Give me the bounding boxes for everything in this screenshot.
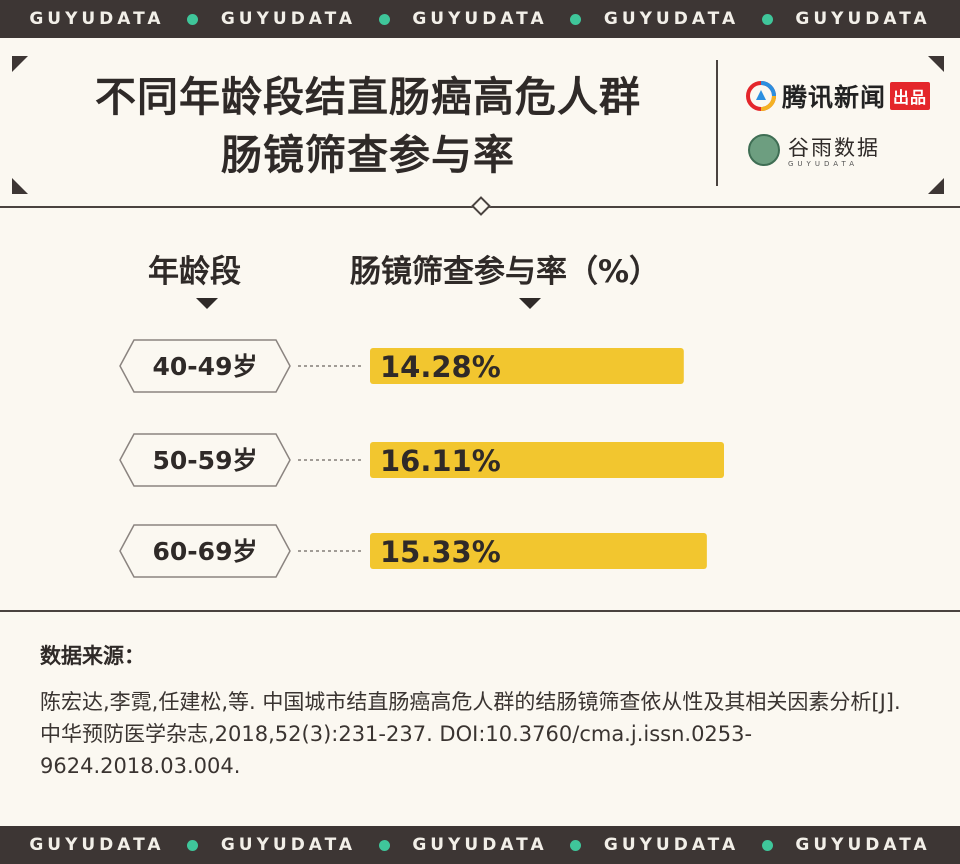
title-line-1: 不同年龄段结直肠癌高危人群 xyxy=(95,73,641,121)
banner-word: GUYUDATA xyxy=(220,835,357,855)
top-banner: GUYUDATA GUYUDATA GUYUDATA GUYUDATA GUYUDATA xyxy=(0,0,960,38)
category-label-box xyxy=(119,433,291,487)
banner-dot xyxy=(570,13,582,25)
title-line-2: 肠镜筛查参与率 xyxy=(221,131,515,179)
banner-word: GUYUDATA xyxy=(603,9,740,29)
triangle-down-icon xyxy=(196,298,218,309)
category-label: 50-59岁 xyxy=(153,446,258,475)
banner-dot xyxy=(187,839,199,851)
banner-word: GUYUDATA xyxy=(795,835,931,855)
divider xyxy=(0,610,960,612)
tencent-news-logo: 腾讯新闻 出品 xyxy=(746,78,931,114)
header: 不同年龄段结直肠癌高危人群 肠镜筛查参与率 腾讯新闻 出品 谷雨数据 GUYUD… xyxy=(0,38,960,206)
corner-mark xyxy=(928,178,944,194)
bar xyxy=(370,533,707,569)
triangle-down-icon xyxy=(519,298,541,309)
bird-icon xyxy=(748,134,780,166)
category-label-box xyxy=(119,339,291,393)
tencent-news-icon xyxy=(746,81,776,111)
tencent-news-name: 腾讯新闻 xyxy=(782,83,887,112)
bar xyxy=(370,442,724,478)
guyu-data-logo: 谷雨数据 GUYUDATA xyxy=(748,132,880,168)
banner-dot xyxy=(187,13,199,25)
guyu-sub: GUYUDATA xyxy=(788,160,858,168)
corner-mark xyxy=(928,56,944,72)
guyu-name: 谷雨数据 xyxy=(788,136,880,160)
banner-dot xyxy=(761,839,773,851)
category-label: 60-69岁 xyxy=(153,537,258,566)
bar xyxy=(370,348,684,384)
banner-word: GUYUDATA xyxy=(220,9,357,29)
banner-word: GUYUDATA xyxy=(29,835,165,855)
category-label-box xyxy=(119,524,291,578)
page-title: 不同年龄段结直肠癌高危人群 肠镜筛查参与率 xyxy=(18,68,718,184)
banner-dot xyxy=(378,839,390,851)
category-label: 40-49岁 xyxy=(153,352,258,381)
banner-word: GUYUDATA xyxy=(412,9,548,29)
banner-word: GUYUDATA xyxy=(412,835,548,855)
header-divider xyxy=(716,60,718,186)
category-header: 年龄段 xyxy=(148,254,241,290)
banner-word: GUYUDATA xyxy=(29,9,165,29)
value-header: 肠镜筛查参与率（%） xyxy=(350,254,661,290)
banner-dot xyxy=(761,13,773,25)
data-label: 14.28% xyxy=(380,350,501,384)
banner-dot xyxy=(570,839,582,851)
banner-word: GUYUDATA xyxy=(795,9,931,29)
tencent-badge: 出品 xyxy=(890,82,931,110)
banner-word: GUYUDATA xyxy=(603,835,740,855)
corner-mark xyxy=(12,178,28,194)
source-label: 数据来源： xyxy=(40,644,145,668)
data-label: 15.33% xyxy=(380,535,501,569)
banner-dot xyxy=(378,13,390,25)
bottom-banner: GUYUDATA GUYUDATA GUYUDATA GUYUDATA GUYUDATA xyxy=(0,826,960,864)
source-citation: 陈宏达,李霓,任建松,等. 中国城市结直肠癌高危人群的结肠镜筛查依从性及其相关因… xyxy=(40,690,901,778)
corner-mark xyxy=(12,56,28,72)
data-label: 16.11% xyxy=(380,444,501,478)
